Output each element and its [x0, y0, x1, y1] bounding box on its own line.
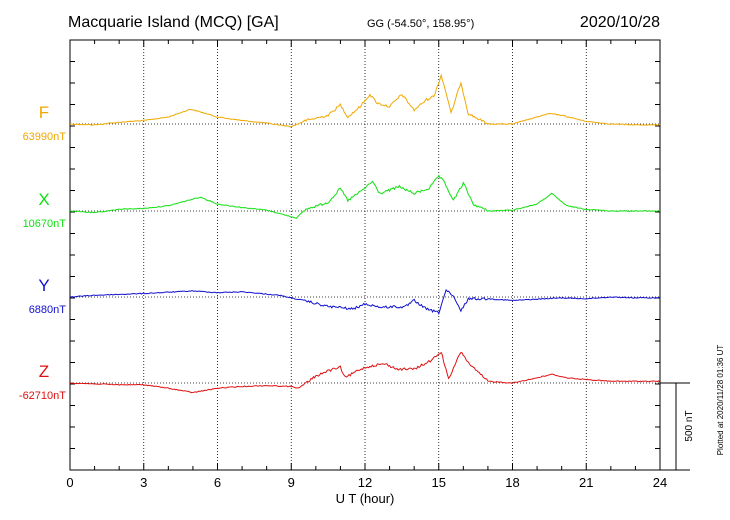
series-name-F: F — [39, 103, 49, 122]
series-line-F — [69, 73, 661, 128]
scale-bar-label: 500 nT — [684, 410, 695, 441]
station-title: Macquarie Island (MCQ) [GA] — [68, 14, 279, 31]
series-line-Y — [69, 288, 661, 316]
date-label: 2020/10/28 — [580, 14, 660, 31]
baseline-value-Y: 6880nT — [29, 304, 67, 316]
x-tick-label-21: 21 — [579, 475, 593, 490]
scale-bar — [660, 382, 690, 471]
x-tick-label-12: 12 — [358, 475, 372, 490]
x-tick-label-9: 9 — [288, 475, 295, 490]
x-tick-label-24: 24 — [653, 475, 667, 490]
baseline-value-Z: -62710nT — [19, 390, 66, 402]
baseline-value-F: 63990nT — [23, 131, 67, 143]
x-tick-label-18: 18 — [505, 475, 519, 490]
x-tick-label-3: 3 — [140, 475, 147, 490]
series-name-X: X — [38, 190, 49, 209]
series-lines — [69, 73, 661, 394]
series-labels: F 63990nT X 10670nT Y 6880nT Z -62710nT — [19, 103, 66, 402]
series-name-Y: Y — [38, 276, 49, 295]
plotted-note: Plotted at 2020/11/28 01:36 UT — [716, 345, 725, 456]
y-ticks — [70, 39, 660, 471]
baselines — [70, 123, 660, 384]
plot-frame — [69, 39, 661, 471]
series-line-Z — [70, 351, 661, 394]
coordinates-label: GG (-54.50°, 158.95°) — [367, 18, 474, 30]
baseline-value-X: 10670nT — [23, 218, 67, 230]
grid-lines — [143, 40, 587, 470]
series-name-Z: Z — [39, 362, 49, 381]
x-tick-label-0: 0 — [66, 475, 73, 490]
x-ticks — [69, 40, 661, 470]
series-line-X — [69, 174, 661, 220]
x-tick-labels: 0 3 6 9 12 15 18 21 24 — [66, 475, 667, 490]
x-axis-label: U T (hour) — [336, 491, 395, 506]
x-tick-label-6: 6 — [214, 475, 221, 490]
x-tick-label-15: 15 — [432, 475, 446, 490]
